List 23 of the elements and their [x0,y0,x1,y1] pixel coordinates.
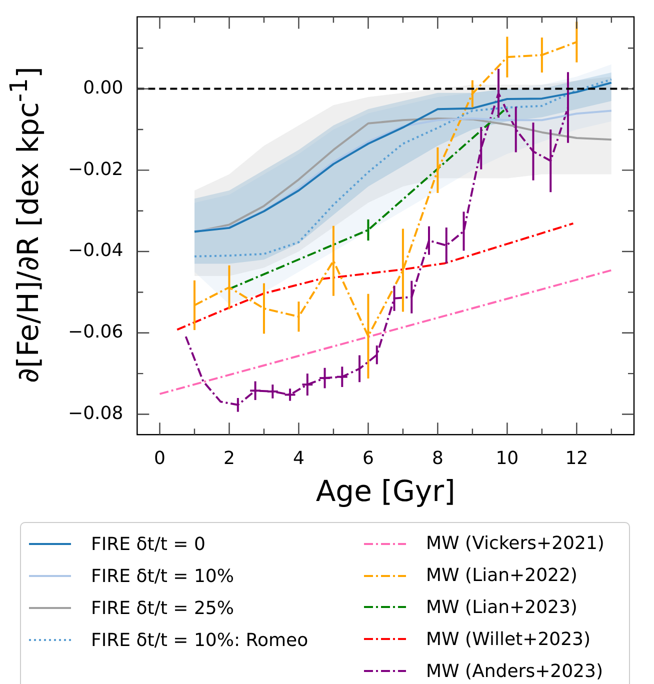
x-tick-label: 12 [565,448,588,470]
x-tick-label: 8 [432,448,444,470]
legend-label: MW (Lian+2022) [426,565,578,586]
y-tick-label: −0.08 [68,402,124,424]
x-tick-label: 0 [154,448,166,470]
x-tick-label: 2 [224,448,235,470]
legend-label: MW (Lian+2023) [426,596,578,618]
y-tick-label: −0.04 [68,240,124,262]
legend-label: FIRE δt/t = 0 [91,534,206,554]
legend-label: FIRE δt/t = 10%: Romeo [91,630,308,650]
legend-label: MW (Vickers+2021) [426,533,604,554]
x-tick-label: 6 [362,448,374,470]
y-tick-label: 0.00 [83,77,124,98]
legend-label: FIRE δt/t = 25% [91,598,234,618]
y-tick-label: −0.02 [68,158,124,180]
legend-label: MW (Willet+2023) [426,628,591,650]
line-series [176,222,574,331]
legend-label: MW (Anders+2023) [426,660,603,682]
x-tick-label: 10 [496,448,519,470]
legend-label: FIRE δt/t = 10% [91,566,234,586]
x-tick-label: 4 [292,448,304,470]
y-tick-label: −0.06 [68,322,124,343]
x-axis-title: Age [Gyr] [316,474,456,508]
